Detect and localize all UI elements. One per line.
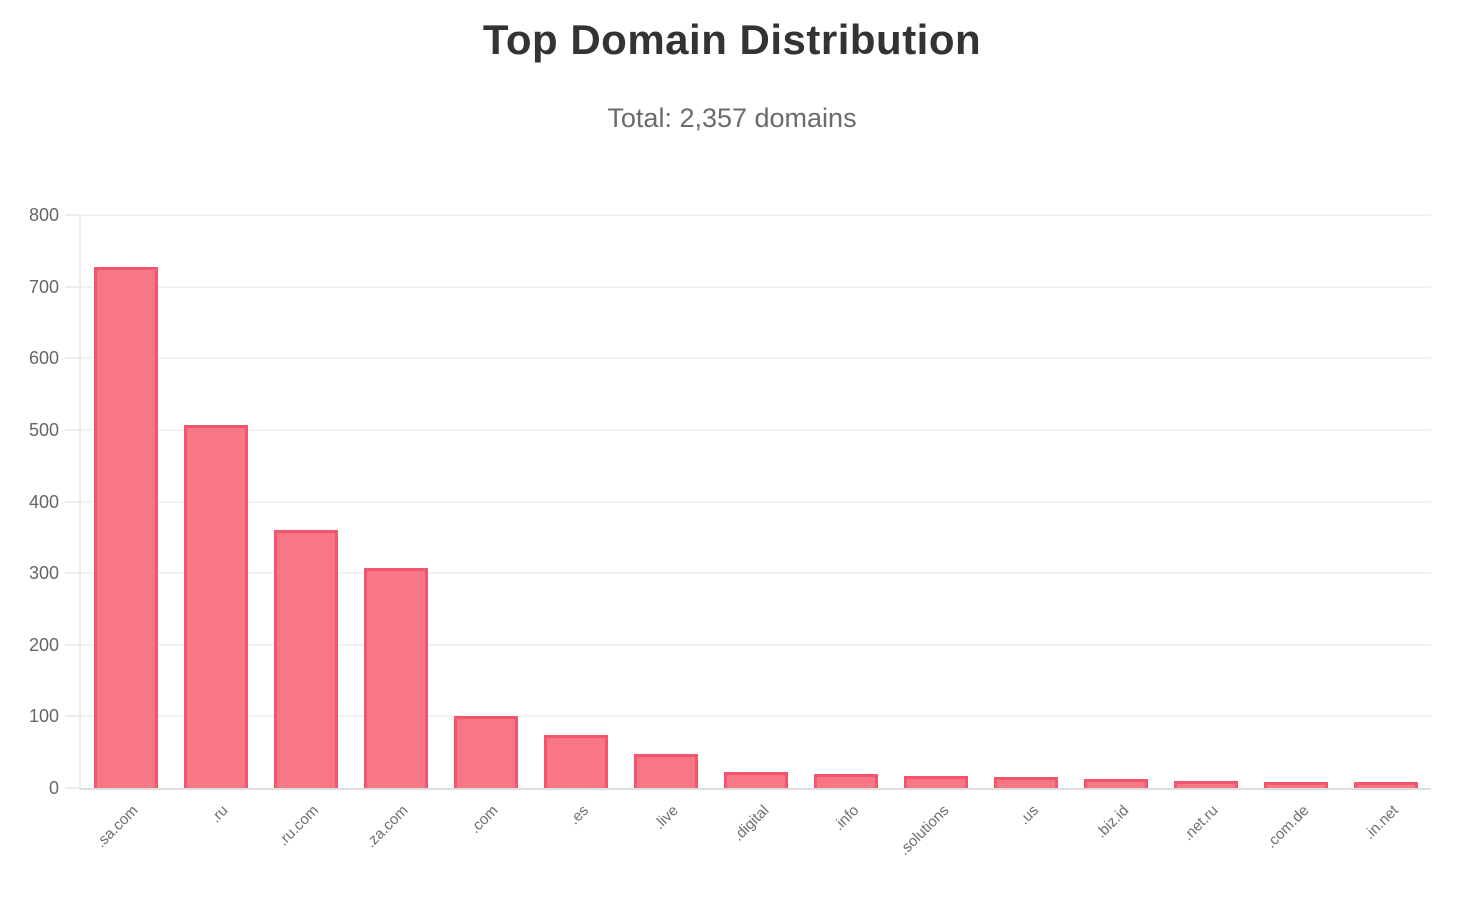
bar-es[interactable] xyxy=(544,735,608,788)
bar-chart-plot-area: 0 100 200 300 400 500 600 700 800 .sa.com .ru .ru.c… xyxy=(29,205,1431,859)
bar-digital[interactable] xyxy=(724,772,788,788)
y-axis-label: 200 xyxy=(28,635,59,655)
bar-sa.com[interactable] xyxy=(94,267,158,788)
x-axis-label: .in.net xyxy=(1361,802,1403,843)
y-axis-tick xyxy=(65,357,79,359)
x-axis-label: .es xyxy=(565,802,593,829)
gridline-600 xyxy=(81,357,1431,359)
y-axis-label: 300 xyxy=(28,563,59,583)
bar-biz.id[interactable] xyxy=(1084,779,1148,788)
bar-info[interactable] xyxy=(814,774,878,788)
bar-com[interactable] xyxy=(454,716,518,788)
bar-us[interactable] xyxy=(994,777,1058,788)
x-axis-label: .com.de xyxy=(1262,802,1313,852)
y-axis-label: 700 xyxy=(28,277,59,297)
gridline-400 xyxy=(81,501,1431,503)
bar-net.ru[interactable] xyxy=(1174,781,1238,788)
bar-ru[interactable] xyxy=(184,425,248,788)
y-axis-tick xyxy=(65,787,79,789)
y-axis-tick xyxy=(65,715,79,717)
y-axis-label: 400 xyxy=(28,492,59,512)
bar-live[interactable] xyxy=(634,754,698,788)
x-axis-label: .solutions xyxy=(895,802,953,859)
y-axis-tick xyxy=(65,501,79,503)
y-axis-tick xyxy=(65,286,79,288)
x-axis-label: .digital xyxy=(729,802,773,845)
x-axis-label: .ru.com xyxy=(274,802,323,850)
y-axis-label: 800 xyxy=(28,205,59,225)
y-axis-tick xyxy=(65,644,79,646)
bar-in.net[interactable] xyxy=(1354,782,1418,788)
x-axis-label: .sa.com xyxy=(92,802,143,852)
gridline-300 xyxy=(81,572,1431,574)
y-axis-tick xyxy=(65,572,79,574)
bar-solutions[interactable] xyxy=(904,776,968,788)
gridline-200 xyxy=(81,644,1431,646)
x-axis-label: .info xyxy=(829,802,863,835)
chart-title: Top Domain Distribution xyxy=(482,16,982,63)
x-axis-label: .net.ru xyxy=(1179,802,1223,845)
x-axis-label: .biz.id xyxy=(1092,802,1133,842)
x-axis-label: .ru xyxy=(207,802,233,827)
x-axis-label: .live xyxy=(651,802,683,833)
y-axis-label: 500 xyxy=(28,420,59,440)
bar-ru.com[interactable] xyxy=(274,530,338,788)
gridline-800 xyxy=(81,214,1431,216)
bar-com.de[interactable] xyxy=(1264,782,1328,788)
y-axis-tick xyxy=(65,214,79,216)
x-axis-label: .com xyxy=(467,802,503,838)
chart-subtitle: Total: 2,357 domains xyxy=(607,103,857,133)
gridline-500 xyxy=(81,429,1431,431)
x-axis-label: .us xyxy=(1015,802,1043,829)
y-axis-label: 600 xyxy=(28,348,59,368)
y-axis-tick xyxy=(65,429,79,431)
bar-za.com[interactable] xyxy=(364,568,428,788)
y-axis-label: 0 xyxy=(48,778,59,798)
gridline-700 xyxy=(81,286,1431,288)
y-axis-label: 100 xyxy=(28,706,59,726)
gridline-100 xyxy=(81,715,1431,717)
x-axis-label: .za.com xyxy=(362,802,413,852)
